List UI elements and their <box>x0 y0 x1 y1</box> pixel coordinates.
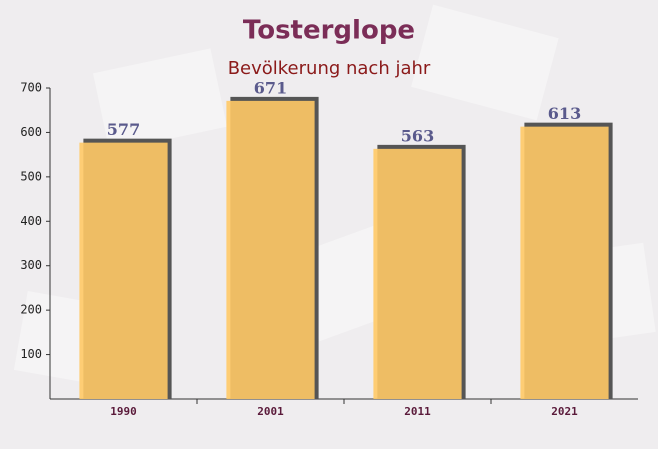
y-tick-label: 300 <box>20 258 42 272</box>
chart-title: Tosterglope <box>243 16 415 46</box>
y-tick-label: 600 <box>20 125 42 139</box>
x-tick-label: 1990 <box>110 405 137 418</box>
bar <box>520 126 609 399</box>
chart-subtitle: Bevölkerung nach jahr <box>228 58 431 79</box>
y-tick-label: 400 <box>20 214 42 228</box>
x-tick-label: 2021 <box>551 405 578 418</box>
y-tick-label: 700 <box>20 81 42 95</box>
y-tick-label: 200 <box>20 303 42 317</box>
bar <box>373 148 462 399</box>
bar <box>79 142 168 399</box>
x-tick-label: 2011 <box>404 405 431 418</box>
value-label: 563 <box>401 126 434 145</box>
y-tick-label: 500 <box>20 169 42 183</box>
value-label: 613 <box>548 104 581 123</box>
value-label: 671 <box>254 78 287 97</box>
value-label: 577 <box>107 120 140 139</box>
bar <box>226 100 315 400</box>
x-tick-label: 2001 <box>257 405 284 418</box>
y-tick-label: 100 <box>20 347 42 361</box>
